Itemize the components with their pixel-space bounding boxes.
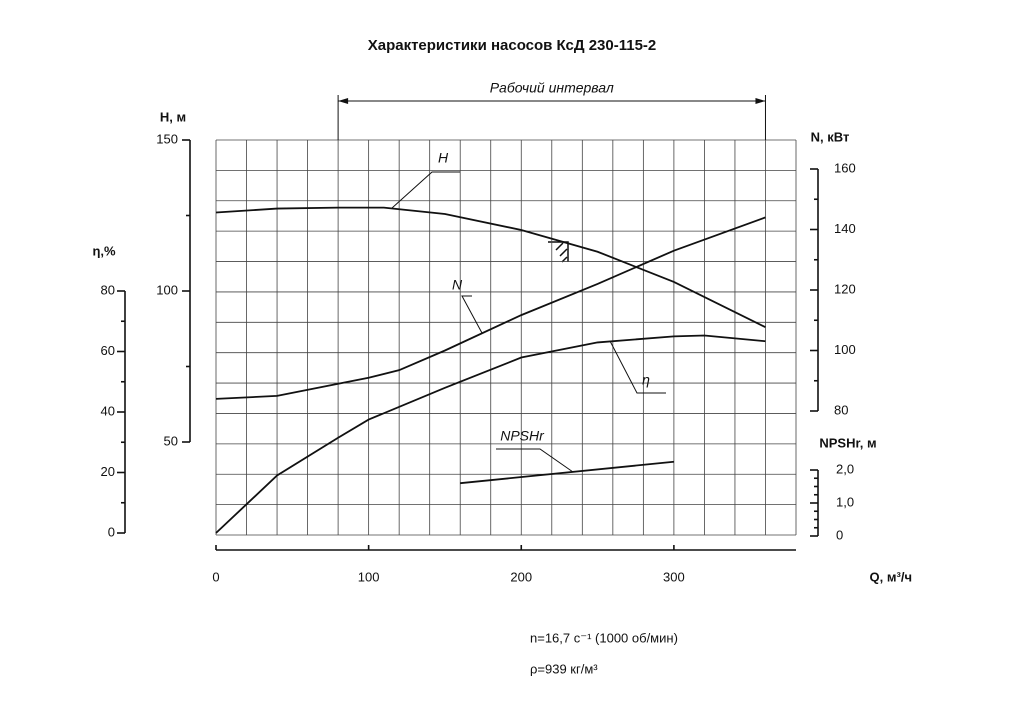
series-line xyxy=(215,216,766,400)
y-tick-label: 100 xyxy=(156,282,178,297)
y-tick-label: 50 xyxy=(164,433,178,448)
y-axis-title: η,% xyxy=(92,243,116,258)
label-leader xyxy=(609,340,666,394)
series-line xyxy=(215,206,766,329)
chart-title: Характеристики насосов КсД 230-115-2 xyxy=(368,37,657,54)
y-tick-label: 60 xyxy=(101,343,115,358)
curve-label: η xyxy=(642,372,650,388)
curve-label: NPSHr xyxy=(500,428,545,444)
y-tick-label: 0 xyxy=(108,524,115,539)
y-tick-label: 150 xyxy=(156,131,178,146)
y-tick-label: 1,0 xyxy=(836,494,854,509)
x-tick-label: 0 xyxy=(212,569,219,584)
label-leader xyxy=(391,171,460,209)
y-axis-title: N, кВт xyxy=(811,129,850,144)
x-tick-label: 100 xyxy=(358,569,380,584)
curve-label: N xyxy=(452,277,463,293)
x-tick-label: 200 xyxy=(510,569,532,584)
y-tick-label: 20 xyxy=(101,464,115,479)
x-tick-label: 300 xyxy=(663,569,685,584)
x-axis-title: Q, м³/ч xyxy=(870,569,912,584)
curve-label: H xyxy=(438,150,449,166)
note: n=16,7 с⁻¹ (1000 об/мин) xyxy=(530,630,678,645)
note: ρ=939 кг/м³ xyxy=(530,661,598,676)
y-tick-label: 160 xyxy=(834,160,856,175)
label-leader xyxy=(461,295,483,334)
optimum-marker xyxy=(548,241,569,263)
y-tick-label: 140 xyxy=(834,221,856,236)
y-tick-label: 80 xyxy=(101,282,115,297)
range-label: Рабочий интервал xyxy=(490,80,614,96)
y-tick-label: 2,0 xyxy=(836,461,854,476)
y-axis-title: NPSHr, м xyxy=(819,435,876,450)
y-tick-label: 80 xyxy=(834,402,848,417)
y-tick-label: 0 xyxy=(836,527,843,542)
series-line xyxy=(460,460,674,485)
y-tick-label: 100 xyxy=(834,342,856,357)
series-line xyxy=(215,334,766,534)
y-axis-title: H, м xyxy=(160,109,186,124)
y-tick-label: 40 xyxy=(101,403,115,418)
y-tick-label: 120 xyxy=(834,281,856,296)
label-leader xyxy=(496,448,574,473)
